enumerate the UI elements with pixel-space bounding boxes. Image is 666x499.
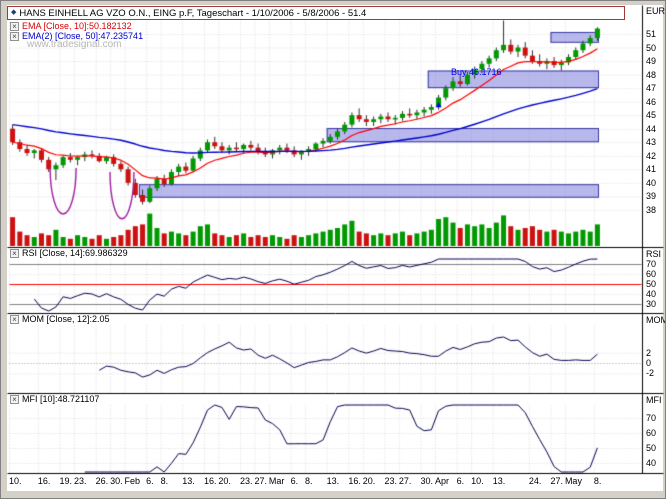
chart-canvas[interactable] [1,1,665,498]
chart-window: ◆ HANS EINHELL AG VZO O.N., EING p.F, Ta… [0,0,666,499]
